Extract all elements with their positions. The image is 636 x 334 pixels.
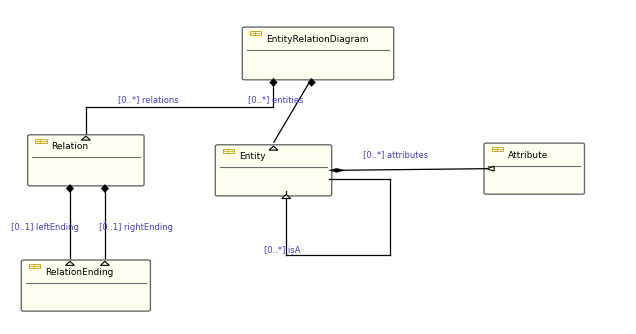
Bar xyxy=(492,147,503,151)
Text: [0..1] rightEnding: [0..1] rightEnding xyxy=(99,223,172,232)
Bar xyxy=(223,149,235,153)
Polygon shape xyxy=(270,78,277,87)
Text: Attribute: Attribute xyxy=(508,151,548,160)
FancyBboxPatch shape xyxy=(242,27,394,80)
Polygon shape xyxy=(269,146,278,150)
Text: [0..*] relations: [0..*] relations xyxy=(118,95,178,104)
Text: EntityRelationDiagram: EntityRelationDiagram xyxy=(266,35,368,44)
Polygon shape xyxy=(282,194,291,198)
Bar xyxy=(29,264,41,269)
Polygon shape xyxy=(101,184,109,192)
Text: RelationEnding: RelationEnding xyxy=(45,268,113,277)
Text: [0..*] entities: [0..*] entities xyxy=(248,95,303,104)
Text: [0..*] isA: [0..*] isA xyxy=(264,245,300,254)
Text: [0..*] attributes: [0..*] attributes xyxy=(363,150,427,159)
Polygon shape xyxy=(329,168,345,172)
FancyBboxPatch shape xyxy=(215,145,332,196)
Polygon shape xyxy=(100,261,109,265)
Text: [0..1] leftEnding: [0..1] leftEnding xyxy=(11,223,79,232)
Bar xyxy=(250,31,261,35)
FancyBboxPatch shape xyxy=(22,260,151,311)
Text: Entity: Entity xyxy=(239,152,265,161)
Polygon shape xyxy=(487,166,494,171)
FancyBboxPatch shape xyxy=(28,135,144,186)
Polygon shape xyxy=(66,261,74,265)
Bar xyxy=(36,139,47,143)
Text: Relation: Relation xyxy=(52,142,88,151)
FancyBboxPatch shape xyxy=(484,143,584,194)
Polygon shape xyxy=(66,184,74,192)
Polygon shape xyxy=(308,78,315,87)
Polygon shape xyxy=(81,136,90,140)
